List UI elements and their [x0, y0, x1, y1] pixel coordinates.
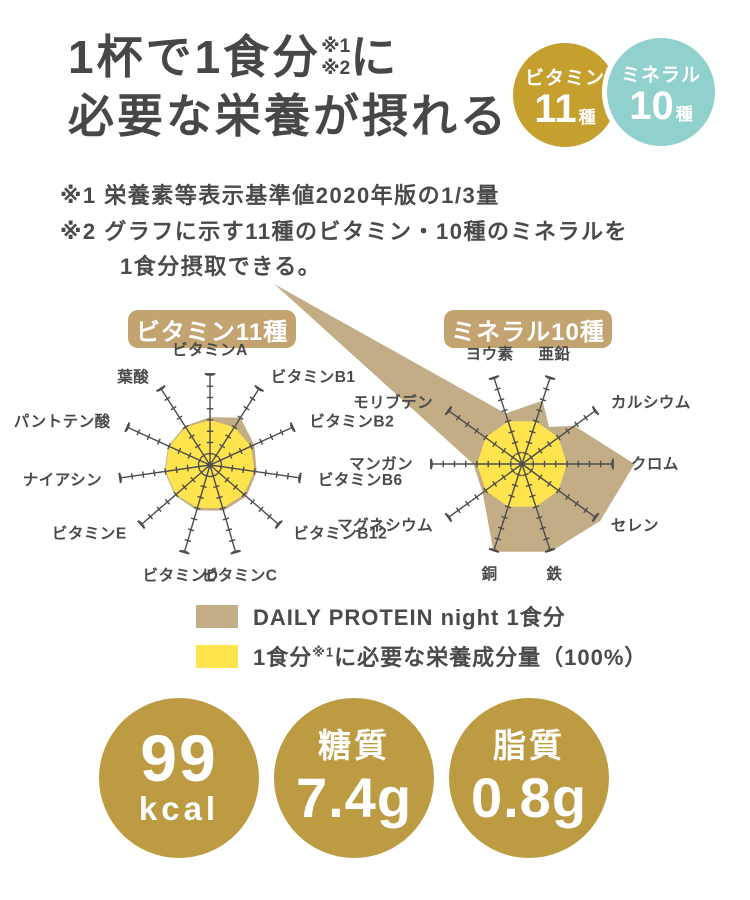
legend-row-product: DAILY PROTEIN night 1食分 [196, 600, 647, 632]
legend-ref-post: に必要な栄養成分量（100%） [334, 645, 648, 670]
svg-text:マンガン: マンガン [349, 455, 413, 473]
title-sup2: ※2 [321, 57, 351, 79]
svg-text:亜鉛: 亜鉛 [538, 344, 570, 363]
svg-text:ビタミンB2: ビタミンB2 [309, 412, 394, 430]
mineral-badge-label: ミネラル [620, 64, 701, 86]
legend-label-reference: 1食分※1に必要な栄養成分量（100%） [253, 640, 647, 672]
svg-text:鉄: 鉄 [546, 564, 562, 583]
svg-text:セレン: セレン [611, 518, 659, 535]
stat-circle-fat: 脂質 0.8g [449, 698, 609, 858]
svg-text:ビタミンD: ビタミンD [143, 567, 219, 585]
legend-label-product: DAILY PROTEIN night 1食分 [253, 605, 566, 630]
svg-text:マグネシウム: マグネシウム [337, 516, 433, 535]
svg-text:ビタミンA: ビタミンA [172, 341, 248, 359]
svg-text:ビタミンB6: ビタミンB6 [318, 471, 403, 489]
chart-legend: DAILY PROTEIN night 1食分 1食分※1に必要な栄養成分量（1… [196, 600, 647, 680]
page-title: 1杯で1食分 ※1 ※2 に 必要な栄養が摂れる [68, 28, 509, 146]
svg-text:ナイアシン: ナイアシン [23, 471, 102, 489]
title-line1-text: 1杯で1食分 [68, 31, 322, 83]
fat-value: 0.8g [470, 765, 588, 829]
vitamin-chart-title: ビタミン11種 [128, 310, 296, 348]
title-line2: 必要な栄養が摂れる [68, 89, 509, 142]
svg-text:クロム: クロム [631, 455, 679, 473]
title-line1-tail: に [350, 31, 400, 83]
svg-text:パントテン酸: パントテン酸 [14, 411, 111, 430]
svg-text:銅: 銅 [482, 564, 498, 583]
mineral-badge-count-row: 10 種 [629, 83, 693, 128]
footnote-1: ※1 栄養素等表示基準値2020年版の1/3量 [60, 183, 500, 208]
vitamin-badge-count: 11 [534, 86, 577, 131]
svg-text:ビタミンC: ビタミンC [202, 567, 278, 585]
legend-ref-sup: ※1 [312, 644, 335, 660]
footnote-2-continued: 1食分摂取できる。 [120, 254, 322, 280]
sugar-label: 糖質 [318, 727, 390, 765]
fat-label: 脂質 [493, 727, 565, 765]
energy-unit: kcal [138, 790, 220, 828]
radar-charts: ビタミンA ビタミンB1 ビタミンB2 ビタミンB6 ビタミンB12 ビタミンCビタミンD… [14, 284, 691, 585]
svg-text:ビタミンE: ビタミンE [52, 525, 127, 543]
svg-text:ビタミンB12: ビタミンB12 [293, 525, 387, 543]
svg-text:葉酸: 葉酸 [116, 367, 149, 386]
vitamin-badge-count-row: 11 種 [534, 86, 596, 131]
stat-circle-sugar: 糖質 7.4g [274, 698, 434, 858]
footnotes: ※1 栄養素等表示基準値2020年版の1/3量 ※2 グラフに示す11種のビタミ… [60, 178, 628, 285]
nutrition-stats: 99 kcal 糖質 7.4g 脂質 0.8g [99, 698, 609, 858]
legend-row-reference: 1食分※1に必要な栄養成分量（100%） [196, 640, 647, 672]
svg-text:カルシウム: カルシウム [611, 393, 691, 411]
title-sup1: ※1 [321, 36, 351, 57]
svg-text:ビタミンB1: ビタミンB1 [271, 368, 356, 386]
footnote-2: ※2 グラフに示す11種のビタミン・10種のミネラルを [60, 218, 628, 244]
title-footnote-marks: ※1 ※2 [321, 36, 350, 80]
stat-circle-energy: 99 kcal [99, 698, 259, 858]
legend-ref-pre: 1食分 [253, 645, 313, 670]
legend-swatch-product [196, 604, 238, 628]
mineral-count-badge: ミネラル 10 種 [602, 33, 720, 151]
sugar-value: 7.4g [295, 765, 413, 829]
legend-swatch-reference [196, 644, 238, 668]
vitamin-badge-unit: 種 [578, 107, 596, 127]
mineral-badge-unit: 種 [675, 104, 693, 124]
energy-value: 99 [140, 720, 218, 795]
svg-text:モリブデン: モリブデン [353, 392, 433, 411]
vitamin-badge-label: ビタミン [524, 67, 605, 89]
mineral-chart-title: ミネラル10種 [444, 310, 612, 348]
vitamin-count-badge: ビタミン 11 種 [513, 43, 617, 147]
mineral-badge-count: 10 [629, 83, 674, 128]
svg-text:ヨウ素: ヨウ素 [466, 344, 514, 363]
